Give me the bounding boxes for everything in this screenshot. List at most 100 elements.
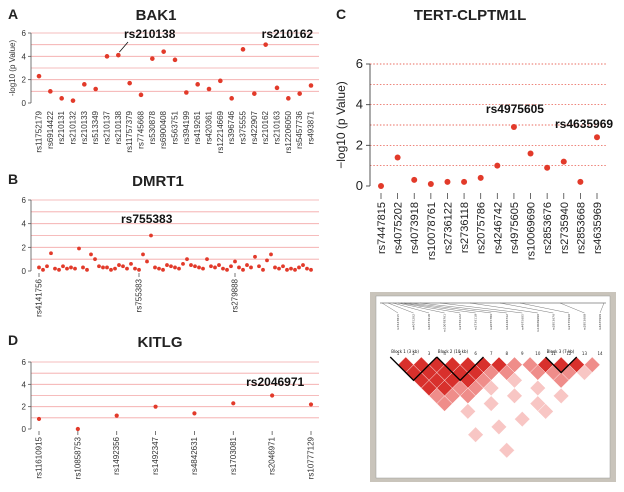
x-tick-label: rs210162	[261, 110, 270, 144]
x-tick-label: rs4141756	[35, 278, 44, 316]
ld-snp-label: rs4635969	[598, 314, 602, 330]
ld-snp-number: 14	[597, 351, 603, 356]
x-tick-label: rs10078761	[426, 202, 438, 260]
x-tick-label: rs210131	[57, 110, 66, 144]
data-point	[510, 124, 517, 131]
data-point	[157, 266, 161, 271]
x-tick-label: rs10858753	[73, 436, 82, 479]
data-point	[527, 150, 534, 157]
ld-snp-label: rs2735940	[567, 314, 571, 330]
x-tick-label: rs11610915	[35, 436, 44, 478]
ld-block-outline	[389, 356, 438, 382]
data-point	[394, 154, 401, 161]
x-tick-label: rs210137	[103, 110, 112, 144]
data-point	[205, 257, 209, 262]
data-point	[594, 134, 600, 141]
ld-connector	[439, 302, 523, 314]
x-tick-label: rs4635969	[592, 202, 604, 254]
x-tick-label: rs6900408	[159, 110, 168, 148]
data-point	[121, 264, 125, 269]
data-point	[241, 267, 245, 272]
x-tick-label: rs1492347	[151, 436, 160, 474]
data-point	[195, 82, 200, 87]
x-tick-label: rs4842631	[190, 436, 199, 474]
data-point	[49, 251, 53, 256]
x-tick-label: rs11757379	[125, 110, 134, 152]
data-point	[145, 259, 149, 264]
ld-connector	[419, 302, 507, 314]
data-point	[116, 52, 121, 58]
data-point	[57, 267, 61, 272]
data-point	[82, 82, 87, 87]
data-point	[48, 89, 53, 94]
panel-label-a: A	[8, 6, 18, 22]
data-point	[70, 98, 76, 103]
plot-area-b: 0 2 4 6 rs4141756 rs755383 rs279888 rs755383	[22, 196, 319, 317]
y-axis-label: −log10 (p Value)	[334, 81, 348, 169]
data-point	[85, 267, 89, 272]
x-tick-label: rs2735940	[559, 202, 571, 254]
panel-label-c: C	[336, 6, 346, 22]
ld-snp-label: rs2736118	[474, 314, 478, 330]
ld-snp-number: 8	[505, 351, 508, 356]
data-point	[93, 257, 97, 262]
ld-snp-number: 6	[474, 351, 477, 356]
data-point	[97, 264, 101, 269]
ld-snp-label: rs4246742	[505, 314, 509, 330]
ld-snp-label: rs2075786	[489, 314, 493, 330]
ld-snp-label: rs2853676	[551, 314, 555, 330]
ld-connector	[499, 302, 554, 314]
data-point	[75, 426, 80, 432]
data-point	[245, 263, 249, 267]
data-point	[37, 265, 41, 270]
data-point	[189, 263, 193, 267]
y-tick-label: 4	[356, 97, 363, 112]
ld-snp-number: 2	[412, 351, 415, 356]
x-tick-label: rs2046971	[268, 436, 277, 474]
x-tick-label: rs422907	[250, 110, 259, 144]
plot-area-c: 0 2 4 6 −log10 (p Value) rs7447815 rs4075202 rs…	[334, 56, 613, 260]
data-point	[274, 85, 280, 91]
data-point	[494, 162, 501, 169]
data-point	[305, 266, 309, 271]
data-point	[150, 56, 155, 61]
data-point	[277, 266, 281, 271]
x-tick-label: rs493871	[307, 110, 316, 144]
data-point	[411, 176, 418, 183]
panel-b: B DMRT1 0 2 4 6 rs4141756 rs755383 rs279888 rs7…	[8, 171, 319, 317]
data-point	[270, 393, 275, 398]
data-point	[105, 265, 109, 270]
ld-connector	[469, 302, 538, 314]
chart-title-a: BAK1	[136, 7, 177, 24]
data-point	[197, 265, 201, 270]
ld-snp-number: 7	[490, 351, 493, 356]
panel-label-b: B	[8, 171, 18, 187]
data-point	[192, 411, 197, 416]
ld-block-label: Block 3 (7 kb)	[547, 349, 575, 354]
ld-block-label: Block 1 (3 kb)	[391, 349, 419, 354]
x-tick-label: rs210132	[69, 110, 78, 144]
data-point	[281, 264, 285, 269]
ld-snp-number: 13	[582, 351, 588, 356]
y-tick-label: 0	[22, 425, 27, 434]
data-point	[113, 266, 117, 271]
ld-connector	[400, 302, 461, 314]
y-tick-label: 0	[22, 267, 27, 276]
ld-cell	[584, 356, 601, 373]
data-point	[177, 266, 181, 271]
y-tick-label: 6	[22, 358, 27, 367]
x-tick-label: rs10069690	[526, 202, 538, 260]
data-point	[137, 267, 141, 272]
data-point	[172, 57, 178, 63]
y-tick-label: 2	[22, 403, 27, 412]
y-tick-label: 6	[22, 196, 27, 205]
data-point	[129, 262, 133, 266]
y-tick-label: 2	[22, 243, 27, 252]
x-tick-label: rs2736118	[459, 202, 471, 253]
x-tick-label: rs210138	[114, 110, 123, 144]
x-tick-label: rs1703081	[229, 436, 238, 474]
x-tick-label: rs2853668	[575, 202, 587, 254]
data-point	[293, 267, 297, 272]
ld-connector	[381, 302, 399, 314]
ld-connector	[409, 302, 492, 314]
